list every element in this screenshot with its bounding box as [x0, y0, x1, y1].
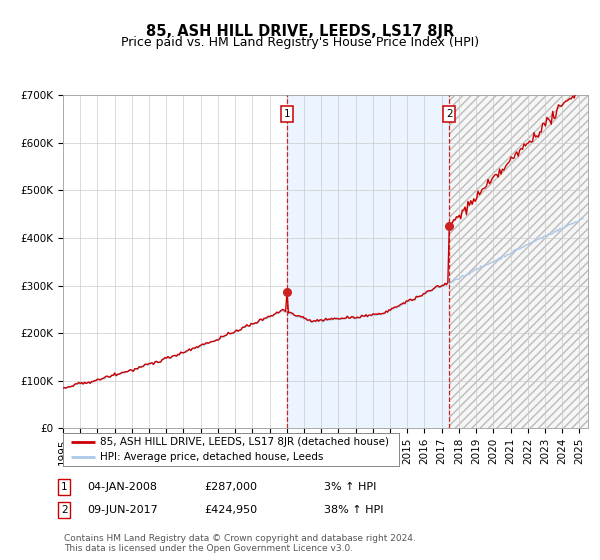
Text: 85, ASH HILL DRIVE, LEEDS, LS17 8JR (detached house): 85, ASH HILL DRIVE, LEEDS, LS17 8JR (det… [100, 437, 389, 447]
Text: £424,950: £424,950 [204, 505, 257, 515]
Text: Price paid vs. HM Land Registry's House Price Index (HPI): Price paid vs. HM Land Registry's House … [121, 36, 479, 49]
Text: 1: 1 [61, 482, 68, 492]
Text: 85, ASH HILL DRIVE, LEEDS, LS17 8JR: 85, ASH HILL DRIVE, LEEDS, LS17 8JR [146, 24, 454, 39]
Bar [287, 95, 449, 428]
Text: 38% ↑ HPI: 38% ↑ HPI [324, 505, 383, 515]
Text: 1: 1 [284, 109, 290, 119]
Bar [449, 95, 588, 428]
Bar [449, 95, 588, 428]
Text: 04-JAN-2008: 04-JAN-2008 [87, 482, 157, 492]
Text: 2: 2 [446, 109, 452, 119]
Text: 3% ↑ HPI: 3% ↑ HPI [324, 482, 376, 492]
Text: Contains HM Land Registry data © Crown copyright and database right 2024.
This d: Contains HM Land Registry data © Crown c… [64, 534, 416, 553]
Text: 2: 2 [61, 505, 68, 515]
Text: 09-JUN-2017: 09-JUN-2017 [87, 505, 158, 515]
Text: £287,000: £287,000 [204, 482, 257, 492]
Text: HPI: Average price, detached house, Leeds: HPI: Average price, detached house, Leed… [100, 452, 323, 462]
